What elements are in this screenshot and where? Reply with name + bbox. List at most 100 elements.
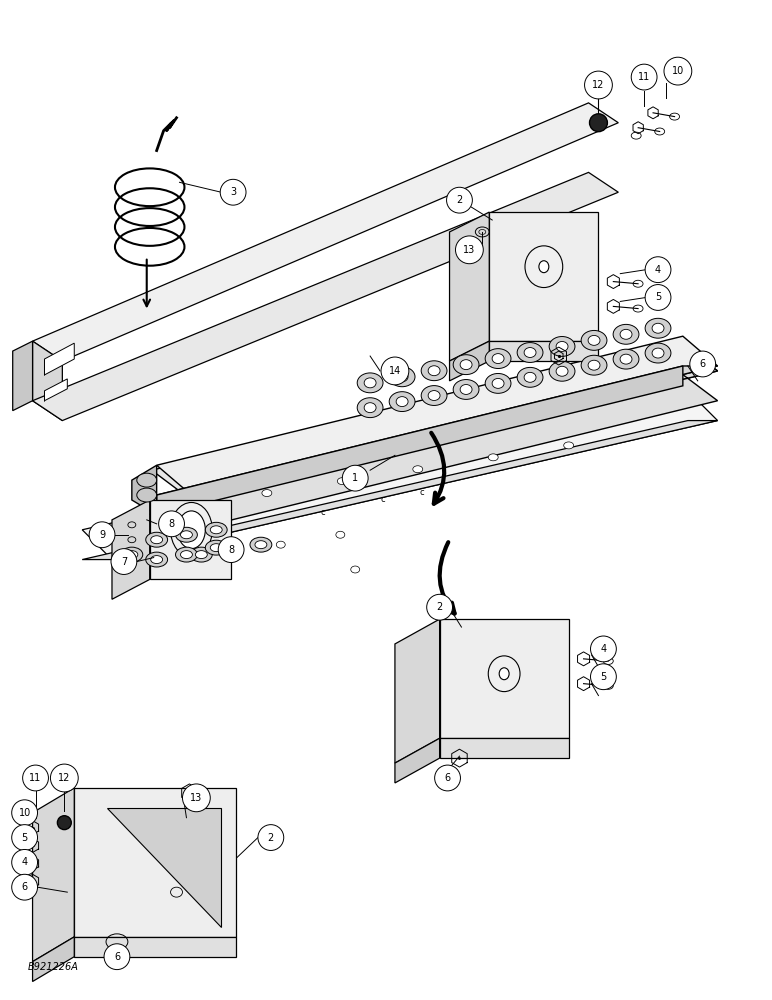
Polygon shape — [449, 341, 489, 381]
Text: 6: 6 — [699, 359, 706, 369]
Text: c: c — [420, 488, 425, 497]
Ellipse shape — [151, 536, 163, 544]
Text: 1: 1 — [352, 473, 358, 483]
Ellipse shape — [517, 367, 543, 387]
Ellipse shape — [137, 473, 157, 487]
Text: 13: 13 — [190, 793, 202, 803]
Ellipse shape — [357, 373, 383, 393]
Polygon shape — [32, 788, 74, 962]
Ellipse shape — [645, 343, 671, 363]
Ellipse shape — [187, 501, 196, 508]
Ellipse shape — [205, 522, 227, 537]
Polygon shape — [132, 465, 157, 515]
Circle shape — [12, 800, 38, 826]
Ellipse shape — [492, 378, 504, 388]
Text: 5: 5 — [22, 833, 28, 843]
Text: 10: 10 — [19, 808, 31, 818]
Ellipse shape — [57, 816, 71, 830]
Text: B921226A: B921226A — [28, 962, 79, 972]
FancyArrowPatch shape — [439, 542, 455, 614]
Polygon shape — [152, 341, 718, 500]
Text: 2: 2 — [268, 833, 274, 843]
Ellipse shape — [175, 547, 198, 562]
Polygon shape — [157, 366, 683, 515]
Text: 6: 6 — [445, 773, 451, 783]
Ellipse shape — [255, 541, 267, 549]
Circle shape — [182, 784, 210, 812]
Text: 3: 3 — [230, 187, 236, 197]
Circle shape — [381, 357, 409, 385]
Polygon shape — [395, 619, 439, 763]
Ellipse shape — [488, 454, 498, 461]
Text: 13: 13 — [463, 245, 476, 255]
Circle shape — [218, 537, 244, 563]
Text: 4: 4 — [655, 265, 661, 275]
Polygon shape — [489, 341, 598, 361]
Circle shape — [455, 236, 483, 264]
Ellipse shape — [524, 372, 536, 382]
Circle shape — [591, 664, 616, 690]
Ellipse shape — [181, 531, 192, 539]
Ellipse shape — [499, 668, 509, 680]
Circle shape — [664, 57, 692, 85]
Ellipse shape — [364, 403, 376, 413]
FancyArrowPatch shape — [432, 433, 444, 504]
Ellipse shape — [556, 366, 568, 376]
Polygon shape — [107, 808, 222, 927]
Ellipse shape — [652, 323, 664, 333]
Polygon shape — [112, 500, 150, 599]
Ellipse shape — [549, 361, 575, 381]
Ellipse shape — [428, 366, 440, 376]
Text: 11: 11 — [29, 773, 42, 783]
Ellipse shape — [613, 324, 639, 344]
Ellipse shape — [396, 397, 408, 407]
Ellipse shape — [485, 349, 511, 369]
Circle shape — [50, 764, 78, 792]
Polygon shape — [449, 212, 489, 361]
Polygon shape — [45, 379, 67, 401]
Text: 9: 9 — [99, 530, 105, 540]
Ellipse shape — [590, 114, 608, 132]
Ellipse shape — [460, 385, 472, 394]
Text: 10: 10 — [672, 66, 684, 76]
Ellipse shape — [613, 349, 639, 369]
Ellipse shape — [121, 547, 143, 562]
Circle shape — [258, 825, 284, 850]
Ellipse shape — [191, 547, 212, 562]
Ellipse shape — [357, 398, 383, 418]
Text: 8: 8 — [228, 545, 234, 555]
Ellipse shape — [581, 355, 607, 375]
Ellipse shape — [337, 478, 347, 485]
Ellipse shape — [620, 354, 632, 364]
Polygon shape — [32, 103, 618, 361]
Polygon shape — [157, 336, 718, 495]
Circle shape — [584, 71, 612, 99]
Ellipse shape — [178, 511, 205, 549]
Ellipse shape — [146, 552, 168, 567]
Circle shape — [12, 825, 38, 850]
Polygon shape — [74, 937, 236, 957]
Ellipse shape — [581, 330, 607, 350]
Ellipse shape — [652, 348, 664, 358]
Polygon shape — [32, 341, 63, 421]
Ellipse shape — [556, 341, 568, 351]
Circle shape — [645, 285, 671, 310]
Circle shape — [22, 765, 49, 791]
Ellipse shape — [549, 337, 575, 356]
Text: 2: 2 — [436, 602, 442, 612]
Ellipse shape — [422, 361, 447, 381]
Circle shape — [104, 944, 130, 970]
Text: 6: 6 — [22, 882, 28, 892]
Ellipse shape — [588, 335, 600, 345]
Polygon shape — [82, 421, 718, 560]
Ellipse shape — [517, 343, 543, 362]
Ellipse shape — [564, 442, 574, 449]
Text: 2: 2 — [456, 195, 462, 205]
Polygon shape — [157, 366, 718, 495]
Ellipse shape — [488, 656, 520, 692]
Ellipse shape — [210, 526, 222, 534]
Ellipse shape — [396, 372, 408, 382]
Text: 7: 7 — [120, 557, 127, 567]
Ellipse shape — [220, 542, 242, 557]
Polygon shape — [74, 788, 236, 937]
